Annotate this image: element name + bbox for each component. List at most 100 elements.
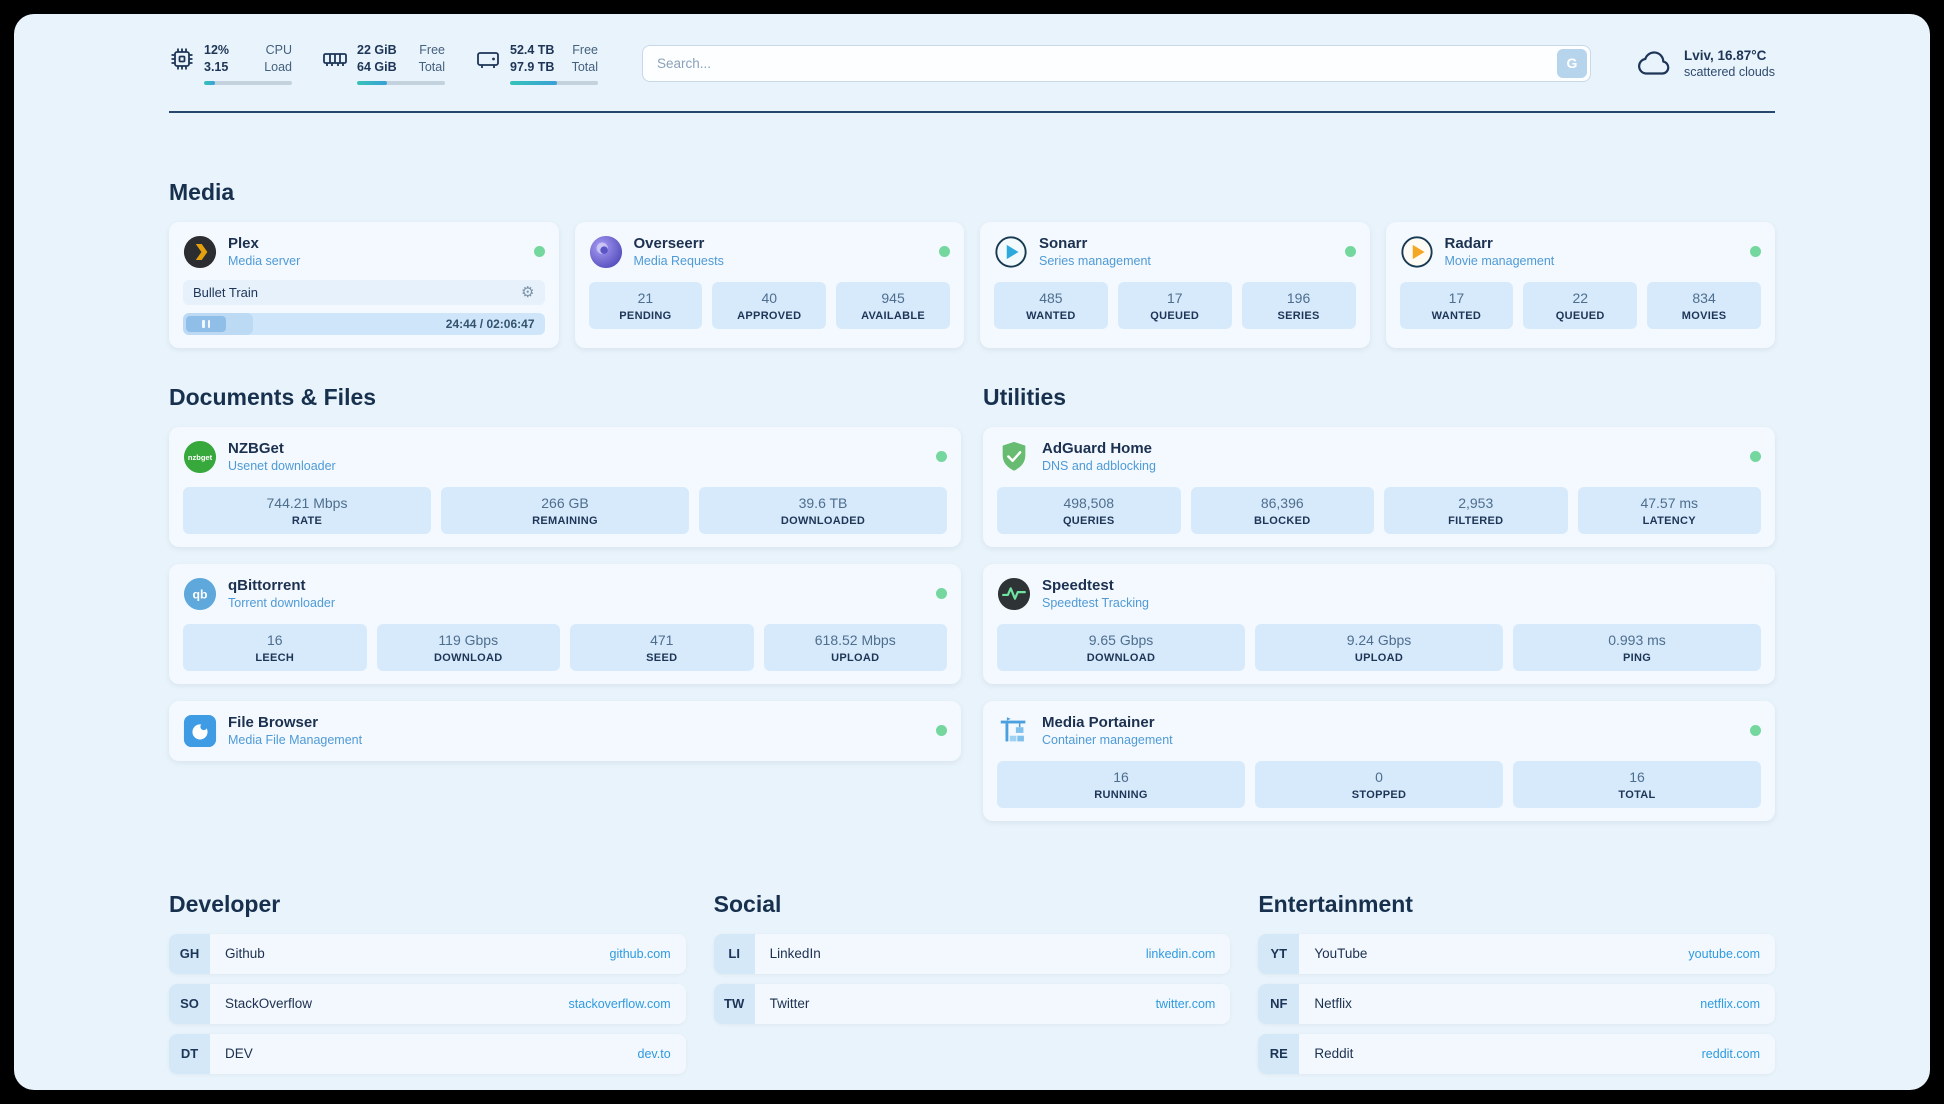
playback-progress-bar[interactable]: 24:44 / 02:06:47	[183, 312, 545, 335]
link-url[interactable]: youtube.com	[1688, 946, 1760, 961]
stat-value: 22	[1572, 289, 1589, 306]
service-name: Speedtest	[1042, 577, 1114, 595]
stat-value: 9.65 Gbps	[1088, 631, 1154, 648]
link-name: Netflix	[1314, 996, 1352, 1012]
stat-pill: 119 Gbps DOWNLOAD	[376, 623, 560, 671]
link-url[interactable]: reddit.com	[1701, 1046, 1760, 1061]
link-row-netflix[interactable]: NF Netflix netflix.com	[1258, 983, 1775, 1024]
search-go-button[interactable]: G	[1556, 48, 1587, 78]
stat-pill: 196 SERIES	[1241, 281, 1356, 329]
section-heading-media: Media	[169, 178, 235, 205]
link-badge: YT	[1258, 933, 1300, 974]
social-links-section: Social LI LinkedIn linkedin.com TW Twitt…	[713, 890, 1231, 1034]
service-card-portainer[interactable]: Media Portainer Container management 16 R…	[983, 700, 1775, 821]
stat-label: MOVIES	[1681, 309, 1727, 322]
link-row-reddit[interactable]: RE Reddit reddit.com	[1258, 1033, 1775, 1074]
disk-total-value: 97.9 TB	[510, 59, 555, 74]
disk-free-value: 52.4 TB	[510, 43, 555, 57]
service-subtitle: Container management	[1042, 733, 1173, 748]
link-row-dev[interactable]: DT DEV dev.to	[169, 1033, 686, 1074]
link-url[interactable]: dev.to	[637, 1046, 671, 1061]
link-row-github[interactable]: GH Github github.com	[169, 933, 686, 974]
disk-icon	[475, 42, 501, 72]
stat-label: QUEUED	[1555, 309, 1605, 322]
link-url[interactable]: linkedin.com	[1145, 946, 1216, 961]
status-dot	[936, 725, 947, 737]
now-playing-title: Bullet Train	[193, 284, 259, 300]
stat-pill: 471 SEED	[570, 623, 754, 671]
link-url[interactable]: twitter.com	[1155, 996, 1216, 1011]
pause-button[interactable]	[186, 315, 226, 332]
section-heading-developer: Developer	[169, 890, 281, 917]
link-name: Reddit	[1314, 1046, 1354, 1062]
link-name: StackOverflow	[225, 996, 313, 1012]
gear-icon[interactable]: ⚙	[521, 283, 535, 301]
service-card-plex[interactable]: Plex Media server Bullet Train ⚙ 24:44 /…	[169, 221, 559, 348]
status-dot	[1750, 246, 1761, 258]
service-subtitle: Torrent downloader	[228, 596, 336, 611]
cpu-usage-value: 12%	[204, 43, 230, 57]
service-card-radarr[interactable]: Radarr Movie management 17 WANTED 22 QUEUE…	[1385, 221, 1775, 348]
cloud-icon	[1635, 47, 1673, 79]
service-card-nzbget[interactable]: nzbget NZBGet Usenet downloader 744.21 M…	[169, 426, 961, 547]
service-name: Sonarr	[1039, 235, 1088, 253]
status-dot	[1750, 725, 1761, 737]
stat-pill: 266 GB REMAINING	[441, 486, 689, 534]
service-card-qbittorrent[interactable]: qb qBittorrent Torrent downloader 16 LEEC…	[169, 563, 961, 684]
service-name: qBittorrent	[228, 577, 306, 595]
link-name: LinkedIn	[769, 946, 821, 962]
stat-pill: 834 MOVIES	[1647, 281, 1761, 329]
link-badge: NF	[1258, 983, 1300, 1024]
link-name: YouTube	[1314, 946, 1368, 962]
status-dot	[533, 246, 545, 258]
dashboard-page: 12% CPU 3.15 Load 22 GiB Free 64 GiB Total	[14, 14, 1930, 1090]
stat-label: WANTED	[1026, 309, 1076, 322]
ram-icon	[322, 42, 348, 72]
link-url[interactable]: stackoverflow.com	[568, 996, 671, 1011]
link-row-stackoverflow[interactable]: SO StackOverflow stackoverflow.com	[169, 983, 686, 1024]
link-row-linkedin[interactable]: LI LinkedIn linkedin.com	[713, 933, 1231, 974]
link-url[interactable]: github.com	[609, 946, 671, 961]
stat-label: SERIES	[1277, 309, 1320, 322]
stat-label: RUNNING	[1094, 788, 1148, 801]
stat-label: TOTAL	[1618, 788, 1656, 801]
search-input[interactable]	[642, 44, 1591, 82]
section-heading-social: Social	[713, 890, 782, 917]
link-row-twitter[interactable]: TW Twitter twitter.com	[713, 983, 1231, 1024]
stat-label: UPLOAD	[1354, 651, 1404, 664]
link-badge: GH	[169, 933, 210, 974]
service-card-speedtest[interactable]: Speedtest Speedtest Tracking 9.65 Gbps DO…	[983, 563, 1775, 684]
stat-label: UPLOAD	[831, 651, 880, 664]
stat-label: PENDING	[619, 309, 672, 322]
weather-widget: Lviv, 16.87°C scattered clouds	[1635, 47, 1775, 79]
link-badge: TW	[713, 983, 755, 1024]
utilities-section: Utilities AdGuard Home DNS and adblockin…	[983, 384, 1775, 821]
stat-value: 266 GB	[541, 494, 589, 511]
link-url[interactable]: netflix.com	[1700, 996, 1760, 1011]
stat-value: 9.24 Gbps	[1346, 631, 1412, 648]
ram-free-label: Free	[419, 43, 445, 57]
stat-value: 16	[1629, 768, 1645, 785]
stat-value: 17	[1166, 289, 1183, 306]
stat-pill: 17 WANTED	[1399, 281, 1514, 329]
top-bar: 12% CPU 3.15 Load 22 GiB Free 64 GiB Total	[169, 42, 1775, 85]
stat-value: 834	[1692, 289, 1716, 306]
stat-label: LEECH	[255, 651, 295, 664]
service-card-sonarr[interactable]: Sonarr Series management 485 WANTED 17 QUE…	[980, 221, 1370, 348]
stat-value: 21	[637, 289, 654, 306]
svg-text:nzbget: nzbget	[188, 453, 213, 462]
service-card-filebrowser[interactable]: File Browser Media File Management	[169, 700, 961, 761]
radarr-icon	[1400, 235, 1434, 269]
service-card-adguard[interactable]: AdGuard Home DNS and adblocking 498,508 Q…	[983, 426, 1775, 547]
stat-pill: 21 PENDING	[588, 281, 703, 329]
link-badge: LI	[713, 933, 755, 974]
stat-label: STOPPED	[1351, 788, 1407, 801]
stat-value: 40	[761, 289, 778, 306]
stat-label: DOWNLOADED	[780, 514, 866, 527]
stat-label: DOWNLOAD	[434, 651, 503, 664]
link-row-youtube[interactable]: YT YouTube youtube.com	[1258, 933, 1775, 974]
service-name: Overseerr	[633, 235, 705, 253]
stat-pill: 39.6 TB DOWNLOADED	[699, 486, 947, 534]
service-card-overseerr[interactable]: Overseerr Media Requests 21 PENDING 40 APP…	[574, 221, 964, 348]
